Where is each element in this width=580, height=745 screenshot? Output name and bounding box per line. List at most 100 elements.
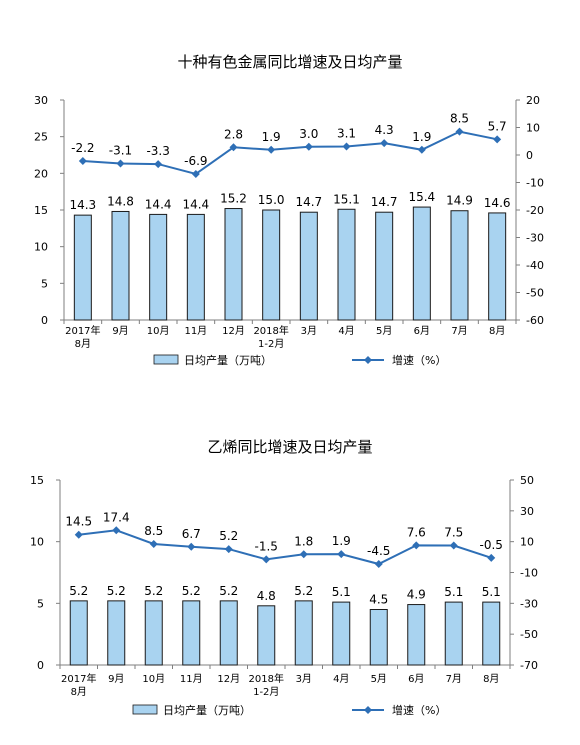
bar bbox=[262, 209, 281, 321]
line-point bbox=[187, 542, 196, 551]
growth-line bbox=[82, 130, 498, 176]
x-tick-label: 6月 bbox=[408, 673, 424, 685]
bar-data-label: 5.2 bbox=[107, 584, 126, 598]
x-tick-label: 9月 bbox=[108, 673, 124, 685]
line-point bbox=[304, 142, 313, 151]
x-tick-label: 5月 bbox=[371, 673, 387, 685]
line-data-label: 7.6 bbox=[407, 525, 426, 539]
chart-title: 十种有色金属同比增速及日均产量 bbox=[177, 53, 402, 71]
x-tick-label: 9月 bbox=[112, 325, 128, 337]
line-data-label: 1.9 bbox=[412, 130, 431, 144]
line-point bbox=[78, 157, 87, 166]
line-point bbox=[149, 539, 158, 548]
legend-bar-swatch bbox=[153, 354, 179, 365]
line-point bbox=[412, 541, 421, 550]
x-tick-label: 8月 bbox=[483, 673, 499, 685]
line-data-label: -0.5 bbox=[480, 538, 503, 552]
y-right-tick-label: 30 bbox=[520, 505, 534, 518]
line-point bbox=[487, 553, 496, 562]
line-data-label: -1.5 bbox=[255, 539, 278, 553]
bar-data-label: 14.7 bbox=[371, 195, 398, 209]
bar-data-label: 14.9 bbox=[446, 194, 473, 208]
line-data-label: -2.2 bbox=[71, 141, 94, 155]
bar bbox=[482, 601, 501, 666]
line-data-label: 6.7 bbox=[182, 527, 201, 541]
legend-bar-label: 日均产量（万吨） bbox=[184, 353, 272, 367]
y-right-tick-label: -50 bbox=[526, 287, 544, 300]
bar bbox=[337, 208, 356, 321]
legend-line-label: 增速（%） bbox=[392, 353, 446, 367]
line-data-label: 5.2 bbox=[219, 529, 238, 543]
legend: 日均产量（万吨） 增速（%） bbox=[132, 703, 446, 717]
growth-line bbox=[78, 529, 492, 566]
x-tick-label: 12月 bbox=[217, 673, 240, 685]
plot-area: 0 5 10 15 -70 -50 -30 -10 10 30 50 2017年 8月 9月 10月 11月 1… bbox=[30, 474, 538, 698]
line-data-label: 14.5 bbox=[65, 515, 92, 529]
y-left-tick-label: 0 bbox=[41, 314, 48, 327]
plot-area: 0 5 10 15 20 25 30 -60 -50 -40 -30 -20 -10 0 10 20 2017年… bbox=[34, 94, 544, 350]
bar bbox=[149, 213, 168, 321]
legend: 日均产量（万吨） 增速（%） bbox=[153, 353, 446, 367]
bar bbox=[332, 601, 351, 666]
x-tick-label: 11月 bbox=[184, 325, 207, 337]
bar bbox=[488, 212, 507, 321]
x-tick-label: 2018年 1-2月 bbox=[253, 324, 288, 350]
y-left-tick-label: 25 bbox=[34, 131, 48, 144]
line-data-label: -4.5 bbox=[367, 544, 390, 558]
line-point bbox=[267, 145, 276, 154]
bar bbox=[224, 208, 243, 321]
y-right-tick-label: -30 bbox=[520, 597, 538, 610]
y-left-tick-label: 15 bbox=[30, 474, 44, 487]
x-tick-label: 2017年 8月 bbox=[65, 324, 100, 350]
y-right-tick-label: -50 bbox=[520, 628, 538, 641]
bar-data-label: 4.5 bbox=[369, 593, 388, 607]
line-data-label: 3.1 bbox=[337, 126, 356, 140]
legend-line-label: 增速（%） bbox=[392, 703, 446, 717]
bar bbox=[73, 214, 92, 321]
y-left-tick-label: 0 bbox=[37, 659, 44, 672]
y-right-tick-label: 10 bbox=[520, 536, 534, 549]
line-point bbox=[191, 169, 200, 178]
line-point bbox=[337, 550, 346, 559]
x-tick-label: 11月 bbox=[180, 673, 203, 685]
y-left-tick-label: 5 bbox=[37, 597, 44, 610]
bar bbox=[182, 600, 201, 666]
bar-data-label: 14.7 bbox=[295, 195, 322, 209]
bar-data-label: 14.4 bbox=[145, 197, 172, 211]
bar bbox=[294, 600, 313, 666]
chart-title: 乙烯同比增速及日均产量 bbox=[207, 438, 372, 456]
x-tick-label: 2017年 8月 bbox=[61, 672, 96, 698]
bar-data-label: 14.6 bbox=[484, 196, 511, 210]
bar bbox=[111, 210, 130, 321]
bar bbox=[407, 604, 426, 666]
line-point bbox=[380, 139, 389, 148]
bar-data-label: 15.1 bbox=[333, 192, 360, 206]
line-point bbox=[262, 555, 271, 564]
y-right-tick-label: -70 bbox=[520, 659, 538, 672]
y-right-tick-label: -20 bbox=[526, 204, 544, 217]
legend-bar-swatch bbox=[132, 704, 158, 715]
y-left-tick-label: 5 bbox=[41, 277, 48, 290]
line-data-label: 7.5 bbox=[444, 526, 463, 540]
line-data-label: 1.8 bbox=[294, 534, 313, 548]
bar bbox=[375, 211, 394, 321]
y-right-tick-label: -10 bbox=[526, 177, 544, 190]
x-tick-label: 7月 bbox=[451, 325, 467, 337]
bar-data-label: 4.8 bbox=[257, 589, 276, 603]
y-left-tick-label: 10 bbox=[34, 241, 48, 254]
line-point bbox=[449, 541, 458, 550]
legend-bar-label: 日均产量（万吨） bbox=[163, 703, 251, 717]
bar-data-label: 15.0 bbox=[258, 193, 285, 207]
x-tick-label: 12月 bbox=[222, 325, 245, 337]
line-point bbox=[342, 142, 351, 151]
bar bbox=[369, 609, 388, 666]
line-data-label: 4.3 bbox=[375, 123, 394, 137]
bar bbox=[186, 213, 205, 321]
bar bbox=[444, 601, 463, 666]
x-tick-label: 7月 bbox=[446, 673, 462, 685]
line-data-label: 5.7 bbox=[488, 119, 507, 133]
y-right-tick-label: 20 bbox=[526, 94, 540, 107]
bar-data-label: 5.2 bbox=[144, 584, 163, 598]
bar bbox=[219, 600, 238, 666]
chart-ethylene: 乙烯同比增速及日均产量 0 5 10 15 -70 -50 -30 -10 10 30 50 2017… bbox=[30, 438, 538, 717]
